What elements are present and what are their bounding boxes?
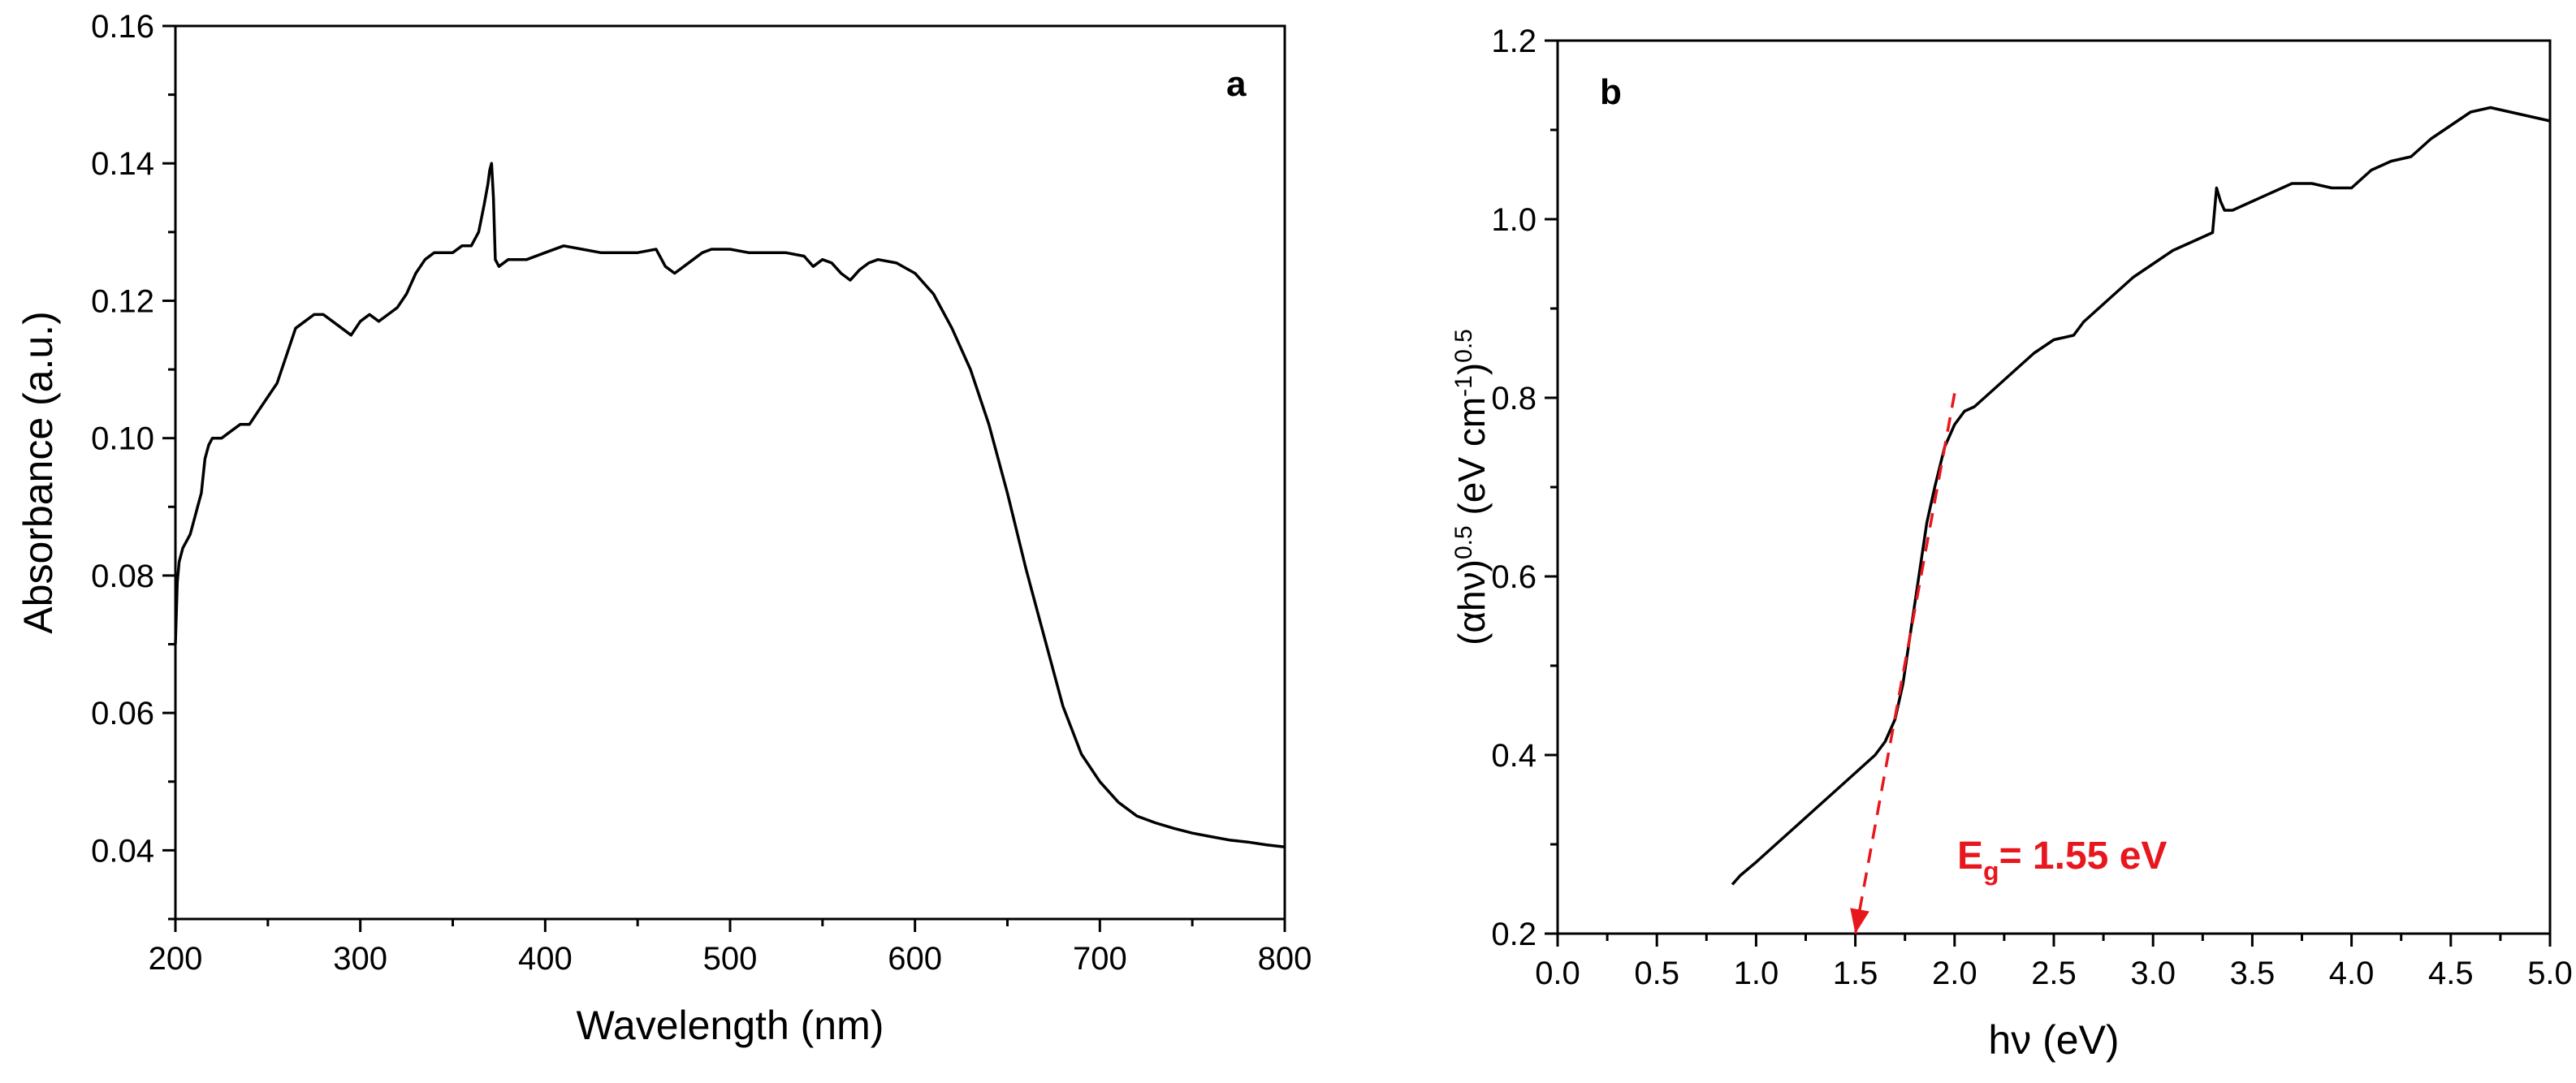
panel-b-chart: 0.0 0.5 1.0 1.5 2.0 2.5 3.0 3.5 4.0 4.5 5.0 0.2 0.4 0… [1450, 24, 2573, 1063]
y-tick-label: 0.14 [91, 146, 154, 182]
y-axis-label-part: (αhν) [1450, 559, 1493, 645]
y-axis-label-superscript: 0.5 [1450, 525, 1477, 559]
x-tick-label: 4.0 [2329, 956, 2375, 991]
panel-letter-a: a [1226, 64, 1247, 104]
y-axis-label: Absorbance (a.u.) [15, 311, 61, 633]
x-tick-label: 600 [888, 941, 942, 977]
y-tick-label: 0.4 [1491, 738, 1537, 774]
y-tick-label: 0.04 [91, 833, 154, 869]
y-tick-label: 0.12 [91, 283, 154, 319]
x-tick-label: 800 [1258, 941, 1312, 977]
x-tick-label: 1.5 [1833, 956, 1878, 991]
x-tick-label: 1.0 [1734, 956, 1779, 991]
y-tick-label: 0.10 [91, 421, 154, 457]
bandgap-label-main: E [1957, 835, 1983, 878]
x-tick-label: 2.5 [2031, 956, 2077, 991]
y-axis-label-superscript: 0.5 [1450, 329, 1477, 363]
x-axis-label: Wavelength (nm) [577, 1003, 884, 1048]
x-tick-label: 500 [703, 941, 758, 977]
plot-frame [174, 24, 1286, 921]
y-axis-label: (αhν)0.5 (eV cm-1)0.5 [1450, 329, 1493, 645]
x-tick-label: 0.0 [1535, 956, 1580, 991]
x-tick-label: 700 [1073, 941, 1127, 977]
series-line-tauc [1731, 106, 2551, 886]
series-line-absorbance [174, 162, 1286, 848]
y-tick-label: 1.0 [1491, 202, 1537, 238]
bandgap-label-sub: g [1983, 856, 1999, 886]
bandgap-fit-line [1853, 393, 1956, 934]
bandgap-label-value: = 1.55 eV [1999, 835, 2168, 878]
y-axis-label-part: (eV cm [1450, 397, 1493, 525]
x-tick-label: 300 [333, 941, 387, 977]
x-tick-label: 200 [149, 941, 203, 977]
x-tick-label: 3.5 [2230, 956, 2276, 991]
x-tick-label: 0.5 [1634, 956, 1679, 991]
y-tick-label: 0.6 [1491, 559, 1537, 595]
y-tick-label: 0.2 [1491, 917, 1537, 952]
y-tick-label: 0.06 [91, 696, 154, 731]
bandgap-arrowhead [1850, 908, 1869, 934]
y-tick-label: 1.2 [1491, 24, 1537, 59]
y-tick-label: 0.16 [91, 9, 154, 45]
y-axis-label-part: ) [1450, 363, 1493, 375]
x-tick-label: 4.5 [2428, 956, 2474, 991]
x-tick-label: 3.0 [2130, 956, 2176, 991]
x-axis-label: hν (eV) [1988, 1017, 2119, 1063]
plot-frame [1556, 39, 2552, 935]
panel-letter-b: b [1600, 72, 1622, 112]
bandgap-label: Eg= 1.55 eV [1957, 835, 2167, 886]
x-tick-label: 400 [518, 941, 573, 977]
x-tick-label: 5.0 [2527, 956, 2573, 991]
y-tick-label: 0.8 [1491, 381, 1537, 416]
y-tick-label: 0.08 [91, 559, 154, 594]
x-tick-label: 2.0 [1932, 956, 1977, 991]
y-axis-label-superscript: -1 [1450, 375, 1477, 397]
panel-a-chart: 200 300 400 500 600 700 800 0.04 0.06 0.08 0.10 0.1… [15, 9, 1312, 1048]
